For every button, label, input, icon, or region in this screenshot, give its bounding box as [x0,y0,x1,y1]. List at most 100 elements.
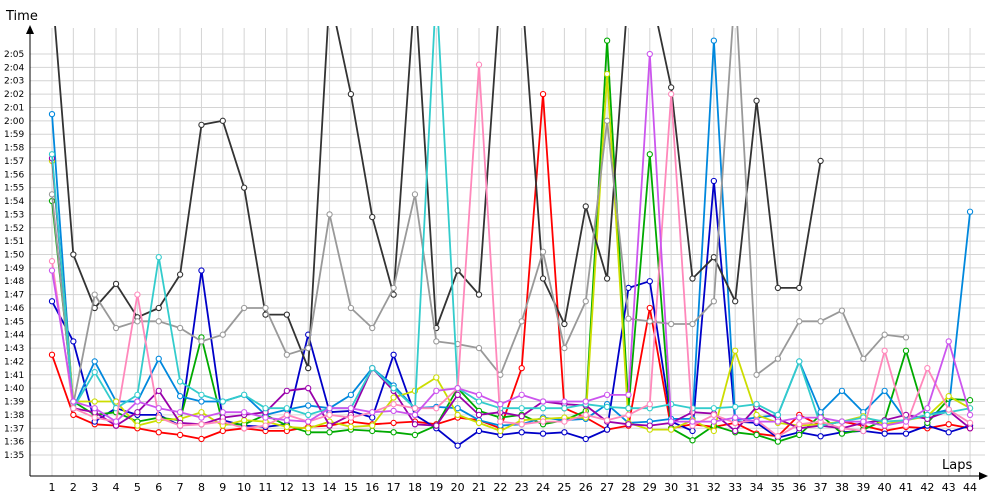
data-point [710,37,717,44]
x-tick-label: 34 [750,481,764,494]
data-point [155,304,162,312]
data-point [70,411,77,419]
data-point [369,427,376,435]
y-tick-label: 1:37 [4,424,24,434]
data-point [966,425,974,432]
data-point [70,338,77,345]
x-tick-label: 22 [493,481,507,494]
data-point [582,298,589,305]
y-tick-labels: 1:35 1:36 1:37 1:38 1:39 1:40 1:41 1:42 1:43 1:44… [4,50,24,461]
data-point [796,421,803,428]
data-point [91,398,98,405]
series-11 [48,50,974,429]
data-point [646,422,653,429]
data-point [198,338,205,345]
data-point [347,391,355,398]
data-point [134,291,141,298]
y-tick-label: 1:58 [4,144,24,154]
data-point [48,111,56,118]
data-point [112,418,120,425]
x-tick-label: 43 [942,481,956,494]
data-point [689,418,696,425]
data-point [753,371,760,378]
data-point [390,394,397,401]
data-point [668,426,675,433]
data-point [198,435,205,443]
data-point [347,405,355,412]
data-point [838,425,846,432]
data-point [539,248,547,255]
data-point [283,387,290,394]
data-point [838,418,846,425]
data-point [838,307,846,314]
y-tick-label: 1:47 [4,291,24,301]
x-tick-label: 30 [664,481,678,494]
data-point [198,409,205,416]
series-line [51,26,971,427]
data-point [796,414,803,421]
y-tick-label: 1:38 [4,411,24,421]
data-point [369,324,376,332]
data-point [305,402,312,409]
data-point [48,298,56,305]
data-point [689,427,696,435]
data-point [454,442,461,449]
data-point [262,304,269,312]
data-point [155,387,162,394]
data-point [518,405,525,412]
data-point [475,398,483,405]
data-point [283,311,290,318]
y-tick-label: 1:51 [4,237,24,247]
y-tick-label: 1:39 [4,398,24,408]
data-point [753,411,760,419]
data-point [924,405,931,412]
data-point [48,351,56,358]
data-point [646,318,653,325]
data-point [646,278,653,285]
x-tick-label: 14 [323,481,337,494]
data-point [796,358,803,365]
data-point [902,334,910,341]
data-point [582,411,589,419]
data-point [796,318,803,325]
data-point [945,429,952,436]
y-tick-label: 1:42 [4,357,24,367]
data-point [774,355,782,362]
y-tick-label: 1:36 [4,438,24,448]
data-point [240,304,248,312]
y-tick-label: 1:43 [4,344,24,354]
data-point [924,364,931,372]
data-point [774,418,782,425]
series-line [51,39,971,427]
data-point [240,409,248,416]
data-point [283,405,290,412]
y-tick-label: 2:01 [4,103,24,113]
data-point [134,391,141,398]
x-tick-label: 13 [301,481,315,494]
data-point [518,421,525,428]
data-point [518,429,525,436]
data-point [625,405,632,412]
data-point [48,151,56,158]
data-point [390,401,397,408]
data-point [475,391,483,398]
data-point [475,419,483,427]
data-point [710,298,717,305]
x-tick-label: 39 [856,481,870,494]
data-point [539,405,547,412]
data-point [668,84,675,91]
data-point [240,391,248,398]
data-point [881,347,888,354]
x-tick-label: 37 [814,481,828,494]
data-point [219,117,226,124]
data-point [625,411,632,419]
data-point [176,431,184,439]
data-point [924,411,931,419]
x-tick-label: 21 [472,481,486,494]
data-point [689,275,696,282]
data-point [176,393,184,400]
data-point [411,421,419,428]
data-point [860,427,867,435]
data-point [219,427,226,435]
